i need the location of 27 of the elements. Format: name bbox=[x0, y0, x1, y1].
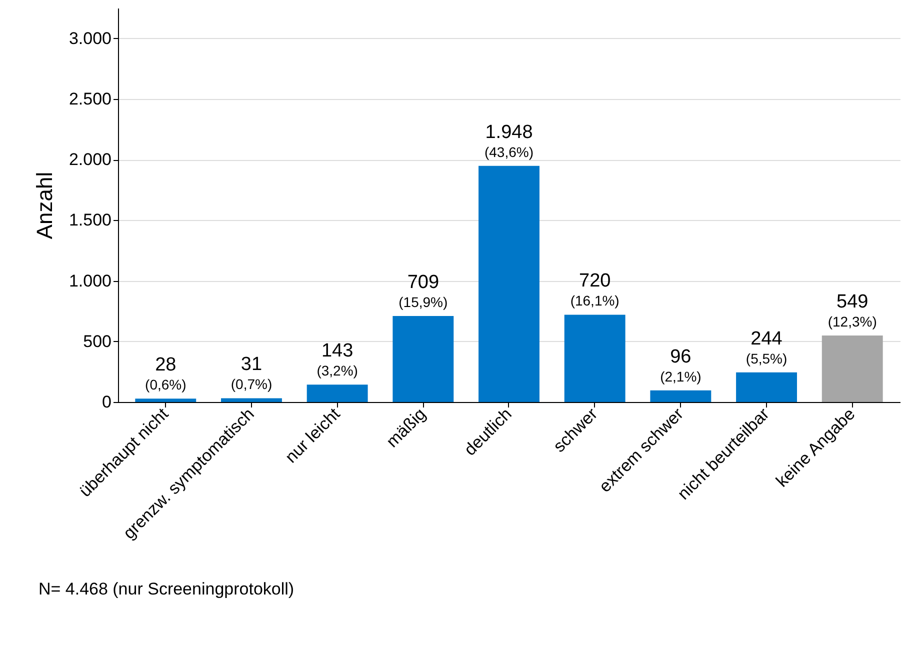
text: 31 (0,7%) bbox=[230, 354, 272, 392]
bar bbox=[564, 314, 626, 402]
text: 709 (15,9%) bbox=[398, 272, 448, 310]
y-tick-label: 1.000 bbox=[68, 271, 112, 290]
text: 28 (0,6%) bbox=[145, 354, 186, 393]
y-axis-title: Anzahl bbox=[32, 172, 57, 240]
y-tick-label: 2.000 bbox=[68, 150, 112, 170]
y-tick-label: 2.500 bbox=[68, 89, 112, 108]
bar bbox=[221, 398, 282, 402]
text: 720 (16,1%) bbox=[570, 270, 620, 309]
text: 96 (2,1%) bbox=[660, 346, 702, 384]
y-tick-label: 3.000 bbox=[68, 28, 112, 48]
bar bbox=[306, 384, 368, 402]
bar bbox=[736, 372, 797, 402]
y-tick-label: 1.500 bbox=[68, 210, 112, 230]
text: 1.948 (43,6%) bbox=[484, 122, 534, 160]
bar bbox=[650, 390, 712, 402]
bar bbox=[822, 335, 883, 402]
text: 244 (5,5%) bbox=[746, 328, 788, 366]
text: 549 (12,3%) bbox=[828, 291, 877, 330]
y-tick-label: 0 bbox=[102, 392, 112, 412]
text: 143 (3,2%) bbox=[316, 340, 358, 379]
bar bbox=[478, 166, 540, 402]
bar bbox=[135, 398, 196, 402]
y-tick-label: 500 bbox=[83, 332, 112, 351]
text: N= 4.468 (nur Screeningprotokoll) bbox=[38, 580, 294, 599]
bar bbox=[392, 316, 454, 402]
